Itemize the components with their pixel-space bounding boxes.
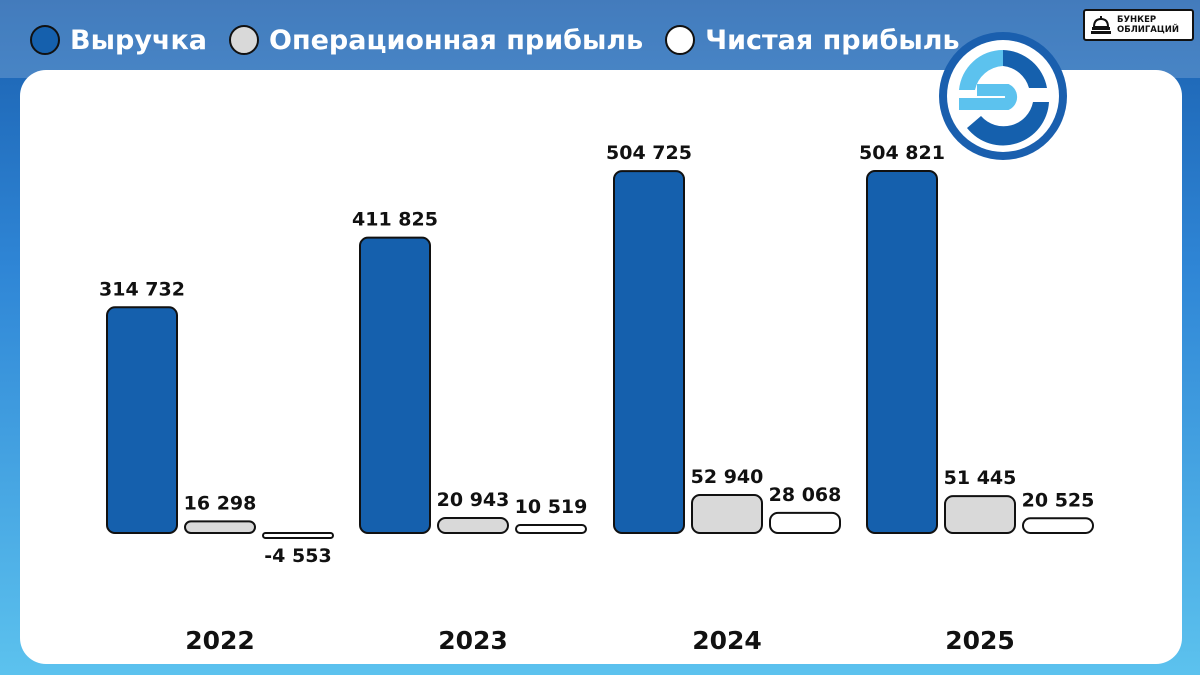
- x-tick-label-2023: 2023: [438, 626, 508, 655]
- bar-operating-profit-2022: [184, 520, 256, 534]
- bar-revenue-2023: [359, 236, 431, 534]
- chart-panel: [20, 70, 1182, 664]
- legend-swatch-operating-profit: [229, 25, 260, 55]
- data-label-operating-profit-2023: 20 943: [437, 489, 510, 511]
- brand-line-1: БУНКЕР: [1117, 15, 1157, 25]
- brand-line-2: ОБЛИГАЦИЙ: [1117, 25, 1179, 35]
- data-label-revenue-2023: 411 825: [352, 209, 438, 231]
- bar-net-profit-2025: [1022, 517, 1094, 534]
- data-label-operating-profit-2022: 16 298: [184, 492, 257, 514]
- bunker-icon: [1091, 16, 1111, 34]
- data-label-revenue-2024: 504 725: [606, 142, 692, 164]
- x-tick-label-2022: 2022: [185, 626, 255, 655]
- legend-item-net-profit: Чистая прибыль: [665, 24, 960, 56]
- data-label-net-profit-2024: 28 068: [769, 484, 842, 506]
- data-label-net-profit-2025: 20 525: [1022, 489, 1095, 511]
- legend-swatch-revenue: [30, 25, 60, 55]
- bar-operating-profit-2024: [691, 494, 763, 534]
- legend-item-revenue: Выручка: [30, 25, 207, 56]
- legend: Выручка Операционная прибыль Чистая приб…: [30, 18, 982, 62]
- bar-net-profit-2022: [262, 532, 334, 539]
- data-label-operating-profit-2024: 52 940: [691, 466, 764, 488]
- data-label-net-profit-2022: -4 553: [264, 545, 331, 567]
- bar-revenue-2025: [866, 170, 938, 534]
- data-label-net-profit-2023: 10 519: [515, 496, 588, 518]
- bar-net-profit-2024: [769, 511, 841, 535]
- x-tick-label-2024: 2024: [692, 626, 762, 655]
- legend-swatch-net-profit: [665, 25, 696, 55]
- legend-label-revenue: Выручка: [70, 24, 208, 56]
- brand-badge: БУНКЕР ОБЛИГАЦИЙ: [1083, 9, 1194, 41]
- legend-label-operating-profit: Операционная прибыль: [269, 24, 644, 56]
- legend-label-net-profit: Чистая прибыль: [705, 24, 960, 56]
- x-tick-label-2025: 2025: [945, 626, 1015, 655]
- company-logo: [939, 32, 1067, 160]
- data-label-operating-profit-2025: 51 445: [944, 467, 1017, 489]
- bar-revenue-2022: [106, 306, 178, 534]
- brand-name: БУНКЕР ОБЛИГАЦИЙ: [1117, 15, 1179, 35]
- data-label-revenue-2025: 504 821: [859, 142, 945, 164]
- bar-net-profit-2023: [515, 524, 587, 534]
- bar-operating-profit-2023: [437, 516, 509, 534]
- data-label-revenue-2022: 314 732: [99, 278, 185, 300]
- bar-revenue-2024: [613, 170, 685, 534]
- legend-item-operating-profit: Операционная прибыль: [229, 25, 643, 56]
- bar-operating-profit-2025: [944, 495, 1016, 535]
